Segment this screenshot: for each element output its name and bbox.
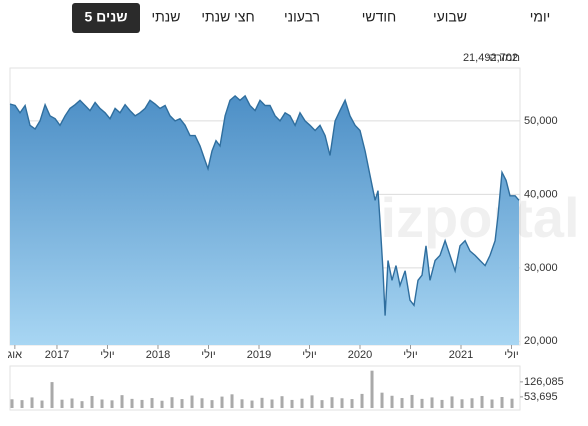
y-tick-label: 126,085	[524, 376, 564, 388]
y-tick-label: 40,000	[524, 188, 558, 200]
volume-bar	[330, 397, 334, 408]
tab[interactable]: שבועי	[433, 9, 467, 25]
volume-bar	[500, 397, 504, 408]
volume-bar	[300, 398, 304, 408]
y-tick-label: 50,000	[524, 115, 558, 127]
y-tick-label: 30,000	[524, 262, 558, 274]
y-tick-label: 20,000	[524, 335, 558, 347]
volume-bar	[250, 400, 254, 408]
volume-bar	[460, 399, 464, 408]
volume-bar	[150, 398, 154, 408]
volume-bar	[470, 398, 474, 408]
volume-bar	[390, 395, 394, 408]
volume-bar	[340, 398, 344, 408]
volume-bar	[60, 399, 64, 408]
x-tick-label: יולי	[504, 348, 518, 361]
volume-bar	[50, 382, 54, 408]
price-line	[9, 94, 520, 316]
tab[interactable]: חצי שנתי	[201, 9, 254, 25]
volume-bar	[40, 400, 44, 408]
volume-bar	[100, 399, 104, 408]
y-tick-label: 53,695	[524, 391, 558, 403]
tab[interactable]: 5 שנים	[84, 9, 127, 25]
x-tick-label: יולי	[302, 348, 316, 361]
volume-bar	[80, 401, 84, 408]
volume-bar	[480, 395, 484, 408]
volume-bar	[110, 400, 114, 408]
volume-bar	[170, 397, 174, 408]
volume-bar	[200, 398, 204, 408]
turnover-label: תמורה:	[486, 52, 520, 64]
volume-bar	[450, 396, 454, 408]
volume-bar	[360, 393, 364, 408]
volume-bar	[230, 394, 234, 408]
volume-bar	[310, 395, 314, 408]
price-area	[10, 95, 519, 346]
volume-bar	[420, 398, 424, 408]
tab[interactable]: חודשי	[362, 9, 396, 25]
volume-bar	[140, 399, 144, 408]
selected-tab-bg[interactable]	[72, 3, 140, 33]
volume-bar	[90, 395, 94, 408]
volume-bar	[160, 400, 164, 408]
turnover-value: 21,492,702	[463, 52, 518, 64]
tab[interactable]: רבעוני	[284, 9, 320, 25]
volume-panel-border	[9, 365, 521, 411]
volume-bar	[320, 400, 324, 408]
volume-bar	[350, 399, 354, 408]
x-tick-label: 2020	[348, 349, 372, 361]
volume-bar	[510, 398, 514, 408]
x-tick-label: 2017	[45, 349, 69, 361]
volume-bar	[440, 399, 444, 408]
tab[interactable]: יומי	[530, 9, 551, 25]
volume-bar	[260, 397, 264, 408]
volume-bar	[210, 400, 214, 408]
volume-bar	[370, 370, 374, 408]
volume-bar	[70, 398, 74, 408]
volume-bar	[270, 399, 274, 408]
volume-bar	[20, 400, 24, 408]
x-tick-label: 2018	[146, 349, 170, 361]
volume-bar	[290, 399, 294, 408]
volume-bar	[130, 398, 134, 408]
volume-bar	[400, 398, 404, 408]
volume-bar	[410, 394, 414, 408]
x-tick-label: יולי	[201, 348, 215, 361]
volume-bar	[220, 396, 224, 408]
tab[interactable]: שנתי	[152, 9, 181, 25]
volume-bar	[120, 395, 124, 408]
x-tick-label: אוג	[8, 349, 23, 361]
volume-bar	[380, 392, 384, 408]
volume-bar	[240, 399, 244, 408]
x-tick-label: יולי	[100, 348, 114, 361]
volume-bar	[280, 396, 284, 408]
volume-bar	[180, 399, 184, 408]
volume-bar	[30, 397, 34, 408]
x-tick-label: יולי	[403, 348, 417, 361]
x-tick-label: 2019	[247, 349, 271, 361]
volume-bar	[490, 399, 494, 408]
x-tick-label: 2021	[449, 349, 473, 361]
volume-bar	[10, 399, 14, 408]
volume-bar	[430, 397, 434, 408]
volume-bar	[190, 395, 194, 408]
